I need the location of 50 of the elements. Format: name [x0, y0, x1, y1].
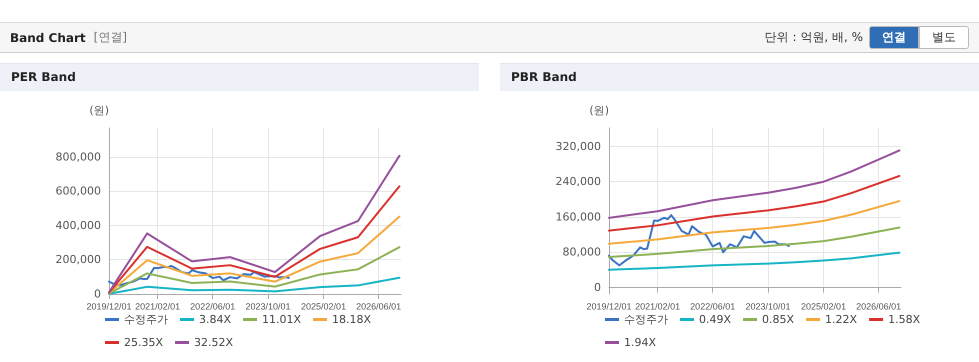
legend-label: 1.22X — [825, 313, 858, 326]
legend-label: 32.52X — [194, 336, 234, 349]
legend-label: 수정주가 — [124, 313, 168, 326]
line-series — [108, 264, 290, 286]
y-tick-label: 600,000 — [56, 184, 101, 198]
x-tick-label: 2023/10/01 — [745, 302, 791, 312]
legend-label: 25.35X — [124, 336, 164, 349]
x-tick-label: 2023/10/01 — [245, 302, 291, 312]
text: [연결] — [94, 29, 128, 46]
x-tick-label: 2021/02/01 — [135, 302, 180, 312]
text: Band Chart — [10, 30, 86, 44]
line-series — [608, 149, 900, 219]
line-series — [608, 214, 790, 266]
line-series — [608, 226, 900, 258]
y-axis-title: (원) — [89, 104, 109, 117]
legend-label: 수정주가 — [624, 313, 668, 326]
legend-label: 11.01X — [262, 313, 302, 326]
legend-label: 0.49X — [699, 313, 732, 326]
line-series — [608, 200, 900, 245]
x-tick-label: 2026/06/01 — [856, 302, 902, 312]
x-tick-label: 2025/02/01 — [801, 302, 846, 312]
y-tick-label: 0 — [94, 288, 101, 300]
legend-label: 18.18X — [332, 313, 372, 326]
y-tick-label: 200,000 — [56, 253, 101, 266]
legend-label: 1.58X — [888, 313, 921, 326]
text: 단위 : 억원, 배, % — [764, 29, 863, 46]
x-tick-label: 2025/02/01 — [301, 302, 346, 312]
chart-title: PBR Band — [500, 63, 979, 91]
y-tick-label: 320,000 — [556, 140, 601, 153]
legend-label: 3.84X — [199, 313, 232, 326]
x-tick-label: 2019/12/01 — [86, 302, 132, 312]
x-tick-label: 2022/06/01 — [690, 302, 736, 312]
chart-title: PER Band — [0, 63, 479, 91]
line-series — [608, 252, 900, 271]
legend-label: 1.94X — [624, 336, 656, 349]
y-tick-label: 0 — [594, 280, 601, 294]
y-tick-label: 80,000 — [562, 246, 601, 259]
x-tick-label: 2026/06/01 — [356, 302, 402, 312]
y-tick-label: 160,000 — [556, 210, 601, 224]
y-tick-label: 400,000 — [56, 218, 101, 232]
legend-label: 0.85X — [762, 313, 795, 326]
text: 연결 — [869, 26, 919, 49]
x-tick-label: 2019/12/01 — [586, 302, 632, 312]
x-tick-label: 2021/02/01 — [635, 302, 680, 312]
text: 별도 — [919, 26, 969, 49]
y-tick-label: 800,000 — [56, 150, 101, 164]
x-tick-label: 2022/06/01 — [190, 302, 236, 312]
y-tick-label: 240,000 — [556, 175, 601, 188]
y-axis-title: (원) — [589, 104, 609, 117]
line-series — [608, 174, 900, 232]
